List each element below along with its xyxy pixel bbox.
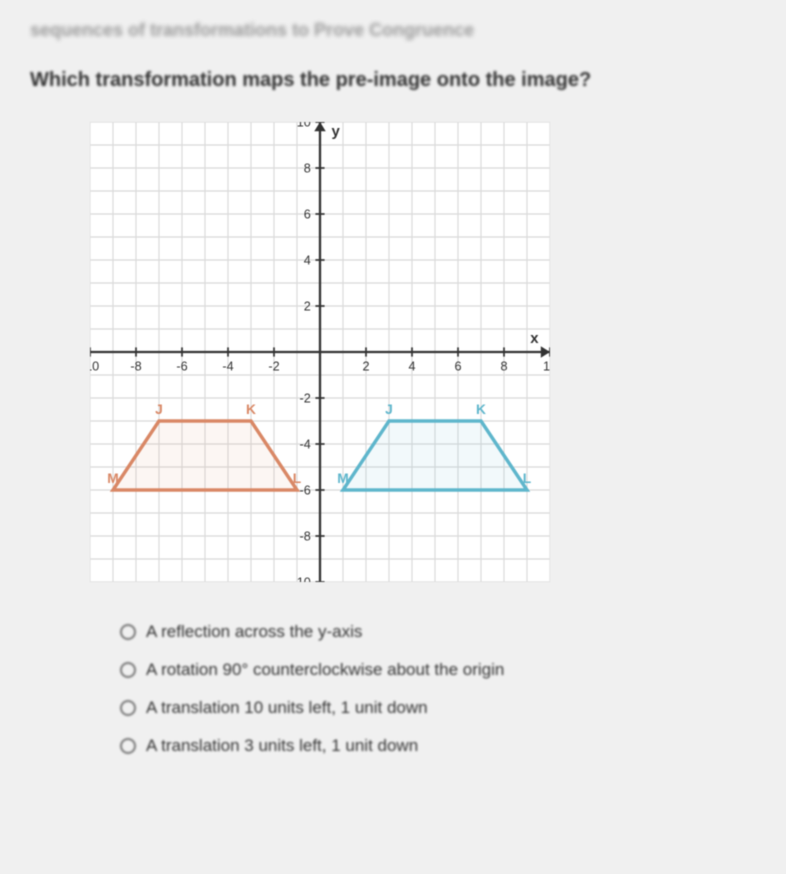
svg-text:-2: -2: [268, 359, 279, 373]
svg-text:-4: -4: [222, 359, 233, 373]
svg-text:6: 6: [454, 359, 461, 373]
svg-text:x: x: [530, 330, 539, 347]
option-c[interactable]: A translation 10 units left, 1 unit down: [120, 698, 756, 718]
svg-text:L: L: [293, 471, 301, 486]
svg-text:-8: -8: [300, 530, 311, 544]
svg-text:4: 4: [408, 359, 415, 373]
svg-text:J: J: [385, 402, 393, 417]
svg-text:J: J: [155, 402, 163, 417]
svg-text:-10: -10: [293, 576, 311, 582]
radio-icon: [120, 700, 136, 716]
svg-text:y: y: [332, 123, 341, 140]
svg-text:4: 4: [304, 254, 311, 268]
svg-text:-10: -10: [90, 359, 99, 373]
option-d[interactable]: A translation 3 units left, 1 unit down: [120, 736, 756, 756]
header-fragment: sequences of transformations to Prove Co…: [30, 20, 756, 41]
svg-text:L: L: [523, 471, 531, 486]
svg-text:-4: -4: [300, 438, 311, 452]
svg-text:8: 8: [304, 162, 311, 176]
option-label: A reflection across the y-axis: [146, 622, 362, 642]
option-a[interactable]: A reflection across the y-axis: [120, 622, 756, 642]
svg-text:-6: -6: [300, 484, 311, 498]
svg-text:M: M: [337, 471, 348, 486]
question-text: Which transformation maps the pre-image …: [30, 69, 756, 92]
svg-text:K: K: [246, 402, 256, 417]
svg-text:10: 10: [297, 122, 311, 130]
svg-text:-2: -2: [300, 392, 311, 406]
svg-text:-6: -6: [176, 359, 187, 373]
svg-text:10: 10: [543, 359, 550, 373]
coordinate-graph: -10 -8 -6 -4 -2 2 4 6 8 10 -10 -8 -6 -4 -2 2 4 6 8 10 y x M L K J…: [90, 122, 550, 582]
svg-text:6: 6: [304, 208, 311, 222]
option-label: A translation 10 units left, 1 unit down: [146, 698, 428, 718]
svg-text:-8: -8: [130, 359, 141, 373]
option-label: A translation 3 units left, 1 unit down: [146, 736, 418, 756]
option-b[interactable]: A rotation 90° counterclockwise about th…: [120, 660, 756, 680]
option-label: A rotation 90° counterclockwise about th…: [146, 660, 504, 680]
radio-icon: [120, 662, 136, 678]
svg-text:M: M: [107, 471, 118, 486]
svg-text:2: 2: [304, 300, 311, 314]
answer-options: A reflection across the y-axis A rotatio…: [120, 622, 756, 756]
radio-icon: [120, 738, 136, 754]
radio-icon: [120, 624, 136, 640]
svg-text:2: 2: [362, 359, 369, 373]
svg-text:K: K: [476, 402, 486, 417]
svg-text:8: 8: [500, 359, 507, 373]
